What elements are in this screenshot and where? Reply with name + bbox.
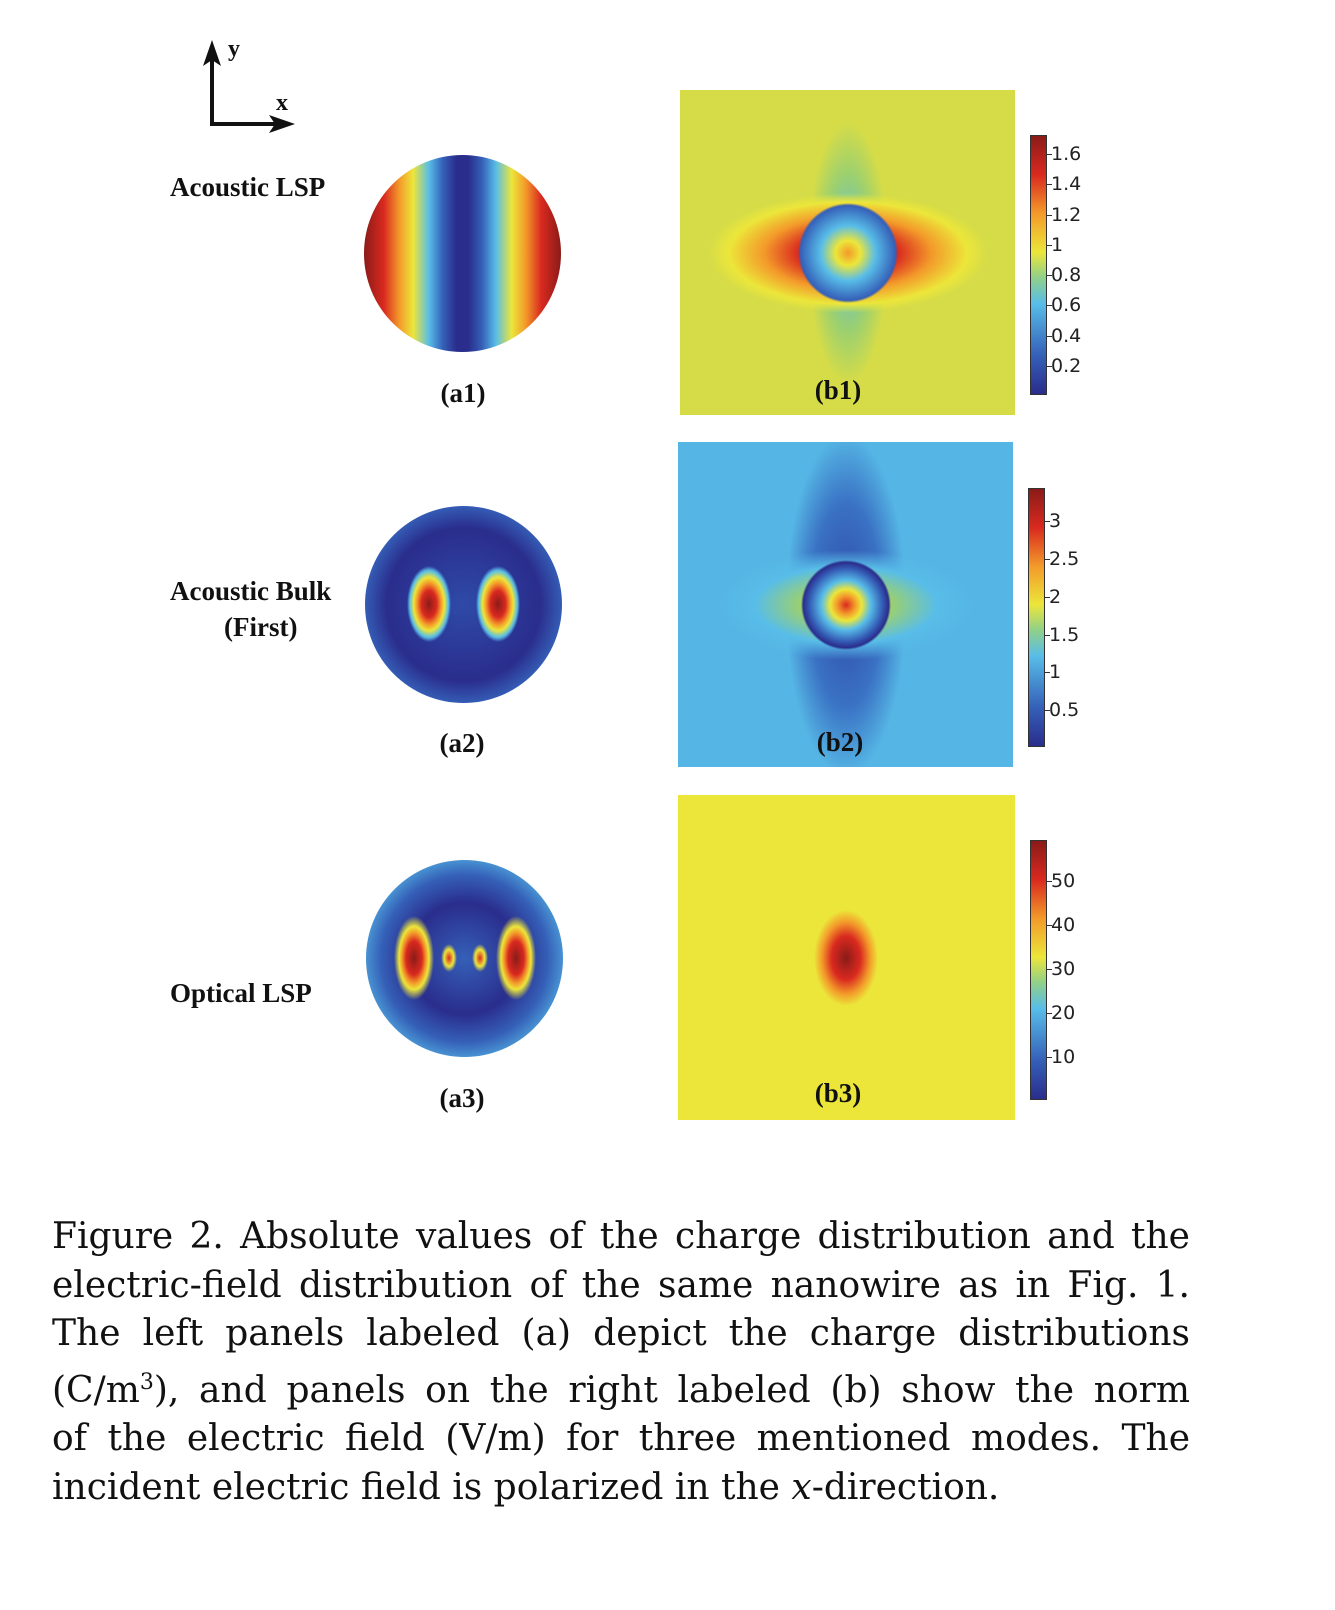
colorbar-tick [1044,521,1050,523]
colorbar-tick [1046,968,1052,970]
panel-b1-field-map [680,90,1015,415]
colorbar-b2: 3 2.5 2 1.5 1 0.5 [1028,488,1079,747]
colorbar-tick [1046,1012,1052,1014]
caption-line: Figure 2. Absolute values of the charge … [52,1216,1190,1257]
colorbar-tick [1044,672,1050,674]
panel-a1-label: (a1) [440,378,486,408]
mode-label-acoustic-lsp: Acoustic LSP [170,172,326,202]
mode-label-acoustic-bulk-first: (First) [224,612,298,642]
panel-b1-label: (b1) [814,375,862,405]
colorbar-tick [1046,184,1052,186]
colorbar-tick-label: 0.6 [1051,294,1082,317]
colorbar-tick-label: 0.2 [1051,354,1082,377]
panel-a3-label: (a3) [439,1083,485,1113]
panel-b3-field-map [678,795,1015,1120]
colorbar-tick-label: 1 [1049,661,1062,684]
colorbar-tick-label: 0.4 [1051,324,1082,347]
panel-b3-label: (b3) [814,1078,862,1108]
caption-math-x: x [791,1466,812,1508]
colorbar-tick [1044,559,1050,561]
colorbar-tick-label: 0.8 [1051,264,1082,287]
colorbar-tick [1046,154,1052,156]
figure-caption: Figure 2. Absolute values of the charge … [52,1213,1190,1512]
colorbar-tick [1046,880,1052,882]
colorbar-tick-label: 1.2 [1051,203,1082,226]
y-axis-label: y [228,36,240,62]
colorbar-tick [1046,275,1052,277]
colorbar-tick [1046,365,1052,367]
caption-line: (C/m3), and panels on the right labeled … [52,1359,1190,1416]
colorbar-tick-label: 1 [1051,233,1064,256]
axes-arrows-icon [203,40,295,133]
colorbar-tick [1046,244,1052,246]
colorbar-tick [1044,634,1050,636]
colorbar-tick [1046,1056,1052,1058]
caption-text: (C/m [52,1369,140,1411]
panel-b2-field-map [678,442,1013,767]
colorbar-tick-label: 30 [1051,957,1076,980]
colorbar-tick-label: 1.4 [1051,173,1082,196]
colorbar-tick [1046,335,1052,337]
colorbar-tick-label: 1.5 [1049,623,1080,646]
colorbar-tick-label: 20 [1051,1001,1076,1024]
panel-b2-label: (b2) [816,727,864,757]
caption-line: of the electric field (V/m) for three me… [52,1418,1190,1459]
colorbar-tick-label: 3 [1049,510,1062,533]
colorbar-b1: 1.6 1.4 1.2 1 0.8 0.6 0.4 0.2 [1030,135,1081,395]
colorbar-tick [1044,710,1050,712]
colorbar-tick [1046,305,1052,307]
colorbar-b3: 50 40 30 20 10 [1030,840,1075,1100]
colorbar-tick-label: 40 [1051,913,1076,936]
mode-label-optical-lsp: Optical LSP [170,978,312,1008]
colorbar-tick-label: 0.5 [1049,699,1080,722]
caption-superscript: 3 [139,1369,154,1395]
panel-a2-label: (a2) [439,728,485,758]
x-axis-label: x [276,90,288,116]
colorbar-tick [1046,214,1052,216]
caption-line: incident electric field is polarized in … [52,1464,1190,1513]
colorbar-tick-label: 1.6 [1051,143,1082,166]
caption-line: electric-field distribution of the same … [52,1264,1190,1306]
caption-line: The left panels labeled (a) depict the c… [52,1313,1190,1354]
mode-label-acoustic-bulk: Acoustic Bulk [170,576,332,606]
colorbar-tick [1044,596,1050,598]
caption-text: -direction. [811,1466,1000,1508]
panel-a1-charge-map [364,155,561,352]
colorbar-tick-label: 50 [1051,869,1076,892]
panel-a3-charge-map [366,860,563,1057]
caption-text: incident electric field is polarized in … [52,1466,792,1508]
colorbar-tick-label: 2 [1049,585,1062,608]
colorbar-tick-label: 2.5 [1049,548,1080,571]
colorbar-tick [1046,924,1052,926]
caption-text: ), and panels on the right labeled (b) s… [153,1369,1190,1411]
panel-a2-charge-map [365,506,562,703]
colorbar-tick-label: 10 [1051,1045,1076,1068]
